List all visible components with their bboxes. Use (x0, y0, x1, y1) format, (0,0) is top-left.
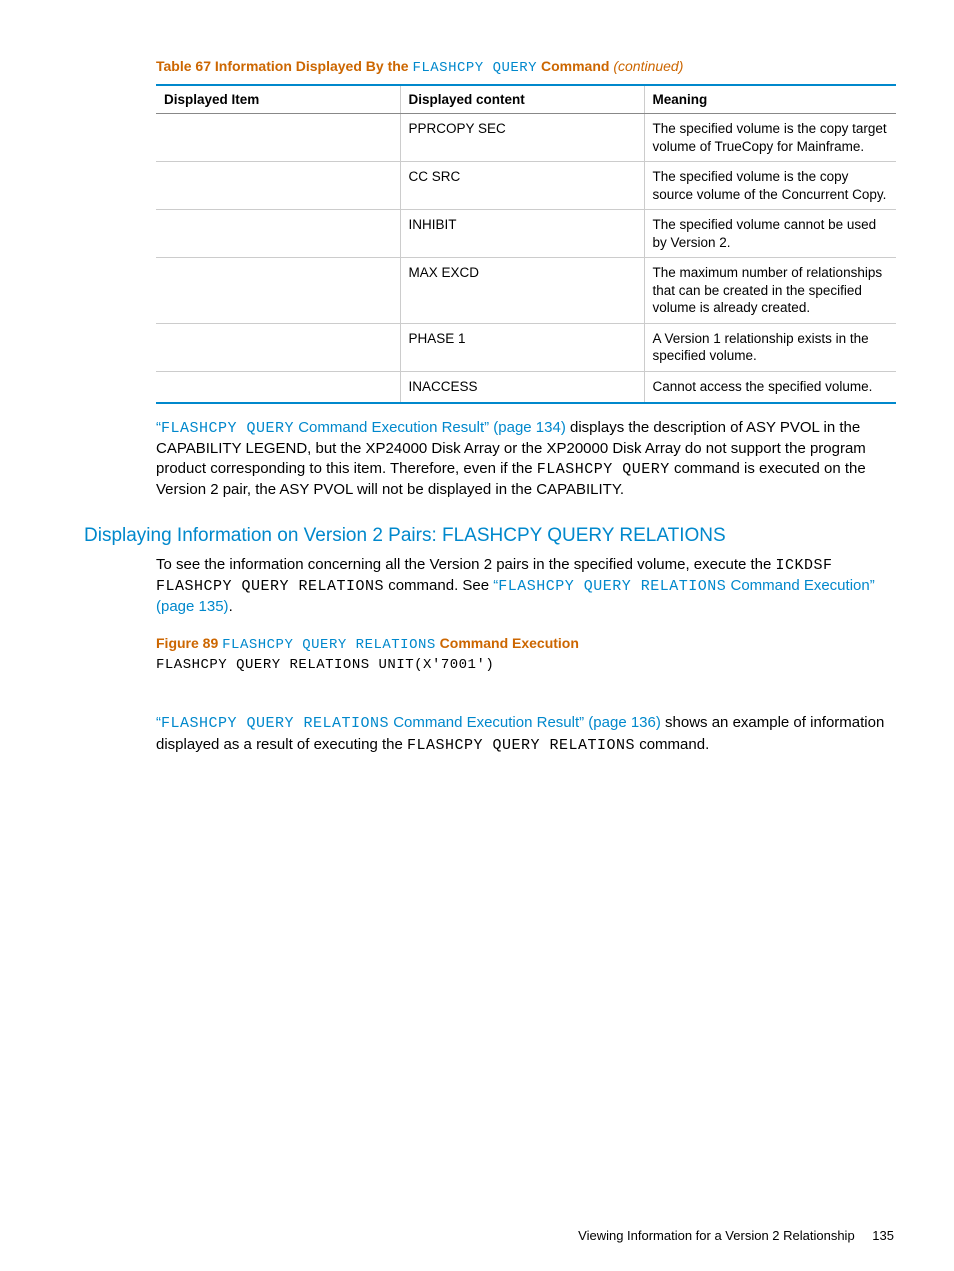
cell-meaning: The specified volume is the copy source … (644, 162, 896, 210)
link-flashcpy-query-result[interactable]: “FLASHCPY QUERY Command Execution Result… (156, 419, 566, 436)
cell-meaning: The specified volume is the copy target … (644, 114, 896, 162)
cell-content: INACCESS (400, 372, 644, 403)
table-row: INACCESSCannot access the specified volu… (156, 372, 896, 403)
cell-item (156, 210, 400, 258)
table-row: PPRCOPY SECThe specified volume is the c… (156, 114, 896, 162)
figure-prefix: Figure 89 (156, 635, 218, 651)
col-header-content: Displayed content (400, 85, 644, 114)
table-caption-prefix: Table 67 Information Displayed By the (156, 58, 409, 74)
cell-item (156, 323, 400, 371)
figure-bold: Command Execution (440, 635, 579, 651)
footer-page-number: 135 (872, 1228, 894, 1243)
table-row: INHIBITThe specified volume cannot be us… (156, 210, 896, 258)
section-heading: Displaying Information on Version 2 Pair… (60, 525, 894, 547)
col-header-item: Displayed Item (156, 85, 400, 114)
link-rest: Command Execution Result” (page 134) (294, 419, 566, 436)
page-content: Table 67 Information Displayed By the FL… (0, 0, 954, 1271)
para1-mono: FLASHCPY QUERY (537, 461, 670, 478)
link3-rest: Command Execution Result” (page 136) (389, 714, 661, 731)
cell-item (156, 372, 400, 403)
code-block: FLASHCPY QUERY RELATIONS UNIT(X'7001') (156, 657, 894, 673)
figure-caption: Figure 89 FLASHCPY QUERY RELATIONS Comma… (156, 635, 894, 653)
table-row: MAX EXCDThe maximum number of relationsh… (156, 258, 896, 324)
cell-meaning: The maximum number of relationships that… (644, 258, 896, 324)
paragraph-2: To see the information concerning all th… (156, 555, 896, 618)
cell-content: INHIBIT (400, 210, 644, 258)
link3-mono: FLASHCPY QUERY RELATIONS (161, 715, 389, 732)
para2-pre: To see the information concerning all th… (156, 556, 776, 573)
cell-meaning: Cannot access the specified volume. (644, 372, 896, 403)
cell-content: PHASE 1 (400, 323, 644, 371)
table-caption-mono: FLASHCPY QUERY (412, 60, 537, 76)
table-header-row: Displayed Item Displayed content Meaning (156, 85, 896, 114)
para3-mono: FLASHCPY QUERY RELATIONS (407, 737, 635, 754)
para3-text2: command. (635, 736, 709, 753)
link-mono: FLASHCPY QUERY (161, 420, 294, 437)
page-footer: Viewing Information for a Version 2 Rela… (578, 1228, 894, 1243)
link-flashcpy-query-relations-result[interactable]: “FLASHCPY QUERY RELATIONS Command Execut… (156, 714, 661, 731)
paragraph-3: “FLASHCPY QUERY RELATIONS Command Execut… (156, 713, 896, 756)
table-row: PHASE 1A Version 1 relationship exists i… (156, 323, 896, 371)
table-67: Displayed Item Displayed content Meaning… (156, 84, 896, 404)
cell-item (156, 114, 400, 162)
cell-meaning: A Version 1 relationship exists in the s… (644, 323, 896, 371)
table-caption: Table 67 Information Displayed By the FL… (156, 58, 894, 76)
para2-end: . (229, 598, 233, 615)
cell-content: MAX EXCD (400, 258, 644, 324)
cell-content: PPRCOPY SEC (400, 114, 644, 162)
col-header-meaning: Meaning (644, 85, 896, 114)
table-caption-cont: (continued) (613, 58, 683, 74)
cell-item (156, 258, 400, 324)
cell-meaning: The specified volume cannot be used by V… (644, 210, 896, 258)
cell-item (156, 162, 400, 210)
table-caption-bold: Command (541, 58, 609, 74)
link2-mono: FLASHCPY QUERY RELATIONS (498, 578, 726, 595)
para2-mid: command. See (384, 577, 493, 594)
table-row: CC SRCThe specified volume is the copy s… (156, 162, 896, 210)
figure-mono: FLASHCPY QUERY RELATIONS (222, 637, 436, 653)
cell-content: CC SRC (400, 162, 644, 210)
paragraph-1: “FLASHCPY QUERY Command Execution Result… (156, 418, 896, 501)
footer-text: Viewing Information for a Version 2 Rela… (578, 1228, 855, 1243)
